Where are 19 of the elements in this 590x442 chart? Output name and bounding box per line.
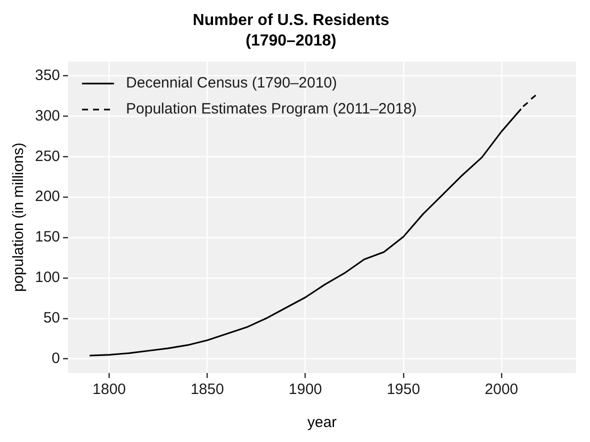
x-tick-label: 1950 [386, 381, 420, 398]
y-tick-label: 100 [34, 269, 60, 286]
x-tick-label: 1900 [288, 381, 322, 398]
legend-label: Decennial Census (1790–2010) [126, 74, 338, 92]
x-tick-label: 1850 [190, 381, 224, 398]
legend-label: Population Estimates Program (2011–2018) [126, 100, 417, 118]
y-tick-label: 300 [34, 107, 60, 124]
x-tick-label: 1800 [92, 381, 126, 398]
x-tick-label: 2000 [484, 381, 518, 398]
y-tick-label: 0 [52, 350, 60, 367]
y-tick-label: 350 [34, 66, 60, 84]
chart-title: Number of U.S. Residents (1790–2018) [192, 12, 390, 50]
y-tick-label: 250 [34, 148, 60, 165]
y-tick-label: 50 [43, 310, 60, 327]
y-tick-label: 150 [34, 228, 60, 246]
y-tick-label: 200 [34, 188, 60, 206]
x-axis-title: year [307, 414, 337, 432]
line-series [522, 94, 538, 108]
y-axis-title: population (in millions) [10, 142, 28, 292]
